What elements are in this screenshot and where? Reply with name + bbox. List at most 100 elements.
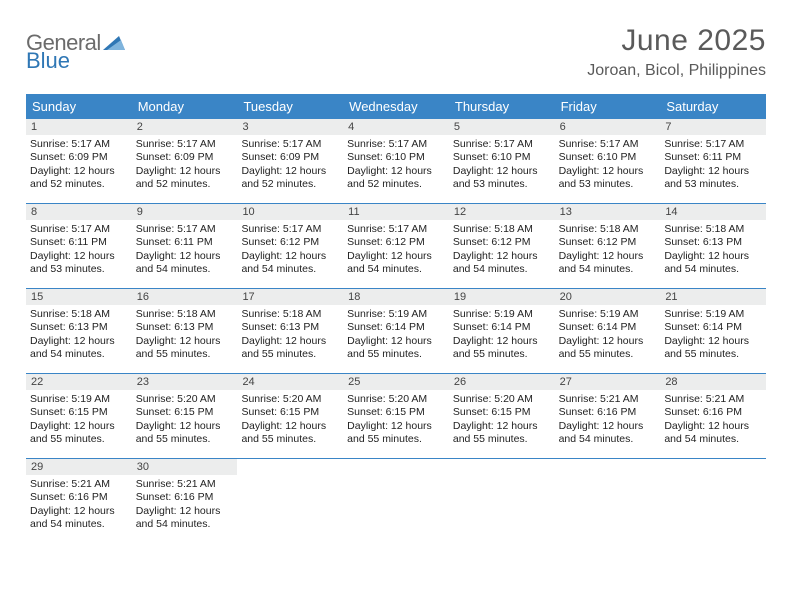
weekday-tue: Tuesday: [237, 94, 343, 119]
calendar-day: 5 Sunrise: 5:17 AMSunset: 6:10 PMDaylight…: [449, 119, 555, 203]
day-number: 18: [343, 289, 449, 305]
weekday-header: Sunday Monday Tuesday Wednesday Thursday…: [26, 94, 766, 119]
weekday-sun: Sunday: [26, 94, 132, 119]
weekday-sat: Saturday: [660, 94, 766, 119]
day-details: Sunrise: 5:17 AMSunset: 6:10 PMDaylight:…: [559, 138, 657, 192]
day-details: Sunrise: 5:17 AMSunset: 6:10 PMDaylight:…: [347, 138, 445, 192]
brand-triangle-icon: [103, 34, 125, 55]
calendar-day: 23 Sunrise: 5:20 AMSunset: 6:15 PMDayligh…: [132, 374, 238, 458]
day-number: 12: [449, 204, 555, 220]
weeks-container: 1Sunrise: 5:17 AMSunset: 6:09 PMDaylight…: [26, 119, 766, 543]
month-title: June 2025: [587, 24, 766, 58]
weekday-mon: Monday: [132, 94, 238, 119]
day-number: 21: [660, 289, 766, 305]
day-number: 13: [555, 204, 661, 220]
calendar-day: 7 Sunrise: 5:17 AMSunset: 6:11 PMDaylight…: [660, 119, 766, 203]
day-number: 1: [26, 119, 132, 135]
day-number: 26: [449, 374, 555, 390]
day-number: 29: [26, 459, 132, 475]
calendar-day: 22 Sunrise: 5:19 AMSunset: 6:15 PMDayligh…: [26, 374, 132, 458]
calendar: Sunday Monday Tuesday Wednesday Thursday…: [26, 94, 766, 543]
calendar-day: 15 Sunrise: 5:18 AMSunset: 6:13 PMDayligh…: [26, 289, 132, 373]
calendar-day: [660, 459, 766, 543]
day-details: Sunrise: 5:21 AMSunset: 6:16 PMDaylight:…: [136, 478, 234, 532]
calendar-day: 6 Sunrise: 5:17 AMSunset: 6:10 PMDaylight…: [555, 119, 661, 203]
day-details: Sunrise: 5:21 AMSunset: 6:16 PMDaylight:…: [664, 393, 762, 447]
calendar-day: 4 Sunrise: 5:17 AMSunset: 6:10 PMDaylight…: [343, 119, 449, 203]
day-details: Sunrise: 5:21 AMSunset: 6:16 PMDaylight:…: [559, 393, 657, 447]
day-number: 27: [555, 374, 661, 390]
calendar-week: 22 Sunrise: 5:19 AMSunset: 6:15 PMDayligh…: [26, 374, 766, 459]
calendar-day: 28 Sunrise: 5:21 AMSunset: 6:16 PMDayligh…: [660, 374, 766, 458]
day-number: 25: [343, 374, 449, 390]
day-number: 16: [132, 289, 238, 305]
calendar-week: 8Sunrise: 5:17 AMSunset: 6:11 PMDaylight…: [26, 204, 766, 289]
calendar-day: 24Sunrise: 5:20 AMSunset: 6:15 PMDayligh…: [237, 374, 343, 458]
day-details: Sunrise: 5:18 AMSunset: 6:13 PMDaylight:…: [664, 223, 762, 277]
day-details: Sunrise: 5:19 AMSunset: 6:14 PMDaylight:…: [453, 308, 551, 362]
day-number: 22: [26, 374, 132, 390]
day-details: Sunrise: 5:18 AMSunset: 6:13 PMDaylight:…: [136, 308, 234, 362]
calendar-week: 1Sunrise: 5:17 AMSunset: 6:09 PMDaylight…: [26, 119, 766, 204]
calendar-day: 17 Sunrise: 5:18 AMSunset: 6:13 PMDayligh…: [237, 289, 343, 373]
day-number: 15: [26, 289, 132, 305]
brand-part2: Blue: [26, 48, 70, 74]
day-details: Sunrise: 5:17 AMSunset: 6:09 PMDaylight:…: [241, 138, 339, 192]
day-details: Sunrise: 5:17 AMSunset: 6:12 PMDaylight:…: [241, 223, 339, 277]
day-details: Sunrise: 5:17 AMSunset: 6:12 PMDaylight:…: [347, 223, 445, 277]
calendar-day: 10 Sunrise: 5:17 AMSunset: 6:12 PMDayligh…: [237, 204, 343, 288]
calendar-day: 9 Sunrise: 5:17 AMSunset: 6:11 PMDaylight…: [132, 204, 238, 288]
day-number: 14: [660, 204, 766, 220]
day-number: 5: [449, 119, 555, 135]
calendar-day: 16 Sunrise: 5:18 AMSunset: 6:13 PMDayligh…: [132, 289, 238, 373]
calendar-day: 11 Sunrise: 5:17 AMSunset: 6:12 PMDayligh…: [343, 204, 449, 288]
day-number: 11: [343, 204, 449, 220]
calendar-day: [343, 459, 449, 543]
day-details: Sunrise: 5:17 AMSunset: 6:11 PMDaylight:…: [664, 138, 762, 192]
day-details: Sunrise: 5:17 AMSunset: 6:11 PMDaylight:…: [136, 223, 234, 277]
weekday-wed: Wednesday: [343, 94, 449, 119]
calendar-day: 20Sunrise: 5:19 AMSunset: 6:14 PMDayligh…: [555, 289, 661, 373]
day-number: 7: [660, 119, 766, 135]
calendar-day: 18Sunrise: 5:19 AMSunset: 6:14 PMDayligh…: [343, 289, 449, 373]
day-number: 3: [237, 119, 343, 135]
day-details: Sunrise: 5:20 AMSunset: 6:15 PMDaylight:…: [347, 393, 445, 447]
calendar-day: 29 Sunrise: 5:21 AMSunset: 6:16 PMDayligh…: [26, 459, 132, 543]
day-details: Sunrise: 5:19 AMSunset: 6:15 PMDaylight:…: [30, 393, 128, 447]
day-details: Sunrise: 5:18 AMSunset: 6:12 PMDaylight:…: [559, 223, 657, 277]
day-number: 9: [132, 204, 238, 220]
calendar-day: 21Sunrise: 5:19 AMSunset: 6:14 PMDayligh…: [660, 289, 766, 373]
day-details: Sunrise: 5:18 AMSunset: 6:13 PMDaylight:…: [241, 308, 339, 362]
calendar-day: 14 Sunrise: 5:18 AMSunset: 6:13 PMDayligh…: [660, 204, 766, 288]
day-number: 6: [555, 119, 661, 135]
day-number: 17: [237, 289, 343, 305]
day-details: Sunrise: 5:21 AMSunset: 6:16 PMDaylight:…: [30, 478, 128, 532]
day-number: 4: [343, 119, 449, 135]
day-number: 8: [26, 204, 132, 220]
header: General June 2025 Joroan, Bicol, Philipp…: [26, 24, 766, 80]
location: Joroan, Bicol, Philippines: [587, 62, 766, 80]
calendar-day: 8 Sunrise: 5:17 AMSunset: 6:11 PMDaylight…: [26, 204, 132, 288]
calendar-week: 15Sunrise: 5:18 AMSunset: 6:13 PMDayligh…: [26, 289, 766, 374]
day-number: 10: [237, 204, 343, 220]
calendar-day: 3 Sunrise: 5:17 AMSunset: 6:09 PMDaylight…: [237, 119, 343, 203]
day-number: 2: [132, 119, 238, 135]
day-details: Sunrise: 5:17 AMSunset: 6:10 PMDaylight:…: [453, 138, 551, 192]
calendar-day: 25 Sunrise: 5:20 AMSunset: 6:15 PMDayligh…: [343, 374, 449, 458]
day-number: 23: [132, 374, 238, 390]
day-details: Sunrise: 5:17 AMSunset: 6:09 PMDaylight:…: [136, 138, 234, 192]
calendar-day: 13 Sunrise: 5:18 AMSunset: 6:12 PMDayligh…: [555, 204, 661, 288]
day-details: Sunrise: 5:20 AMSunset: 6:15 PMDaylight:…: [241, 393, 339, 447]
calendar-day: 30Sunrise: 5:21 AMSunset: 6:16 PMDayligh…: [132, 459, 238, 543]
calendar-day: 26Sunrise: 5:20 AMSunset: 6:15 PMDayligh…: [449, 374, 555, 458]
calendar-day: [237, 459, 343, 543]
day-number: 28: [660, 374, 766, 390]
calendar-day: 2 Sunrise: 5:17 AMSunset: 6:09 PMDaylight…: [132, 119, 238, 203]
day-details: Sunrise: 5:20 AMSunset: 6:15 PMDaylight:…: [136, 393, 234, 447]
day-details: Sunrise: 5:18 AMSunset: 6:13 PMDaylight:…: [30, 308, 128, 362]
calendar-day: 19 Sunrise: 5:19 AMSunset: 6:14 PMDayligh…: [449, 289, 555, 373]
day-details: Sunrise: 5:17 AMSunset: 6:11 PMDaylight:…: [30, 223, 128, 277]
day-details: Sunrise: 5:17 AMSunset: 6:09 PMDaylight:…: [30, 138, 128, 192]
day-number: 19: [449, 289, 555, 305]
day-details: Sunrise: 5:19 AMSunset: 6:14 PMDaylight:…: [559, 308, 657, 362]
